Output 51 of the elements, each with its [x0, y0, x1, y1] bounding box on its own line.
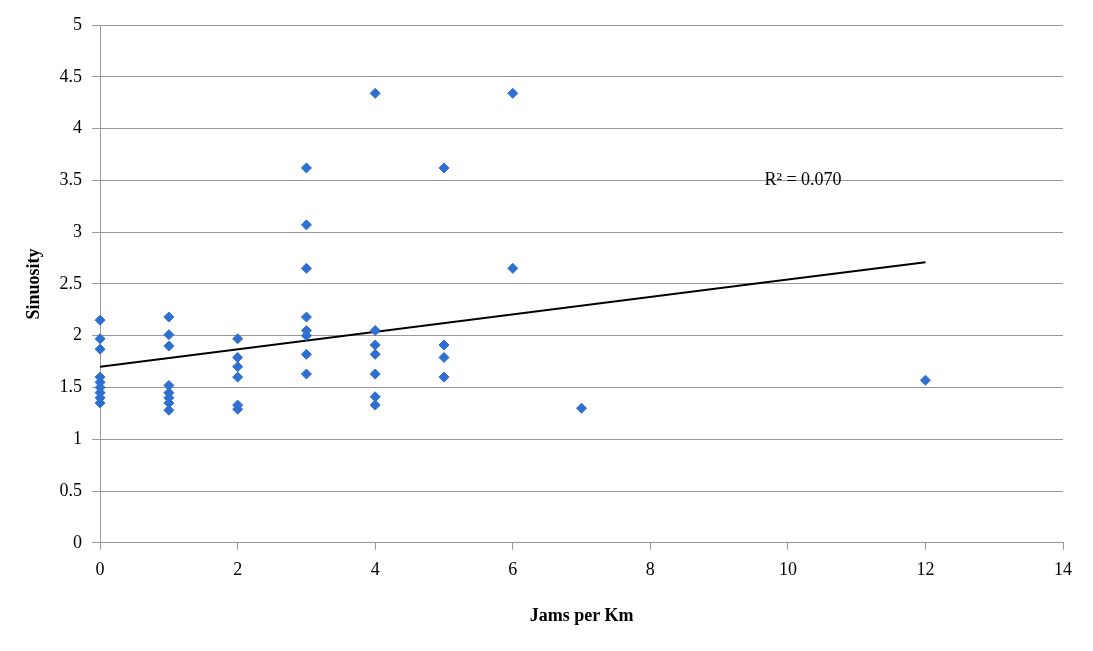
point	[300, 262, 312, 274]
y-tick-label: 3.5	[59, 169, 83, 190]
point	[163, 340, 175, 352]
point	[369, 348, 381, 360]
y-tick-label: 0.5	[59, 479, 83, 500]
point	[232, 361, 244, 373]
y-tick-label: 4	[73, 117, 83, 138]
point	[369, 325, 381, 336]
y-tick-label: 5	[73, 13, 83, 34]
y-tick-label: 4.5	[59, 65, 83, 86]
point	[438, 351, 450, 363]
y-tick-label: 1.5	[59, 376, 83, 397]
point	[369, 399, 381, 411]
point	[94, 343, 106, 355]
x-tick-label: 4	[370, 559, 380, 580]
point	[300, 311, 312, 323]
point	[576, 402, 588, 414]
y-tick-label: 3	[73, 220, 83, 241]
x-tick-label: 2	[233, 559, 243, 580]
x-tick-label: 6	[508, 559, 518, 580]
y-tick-label: 0	[73, 531, 83, 552]
y-tick-label: 2	[73, 324, 83, 345]
point	[919, 374, 931, 386]
point	[300, 162, 312, 174]
x-tick-label: 14	[1054, 559, 1072, 580]
x-tick-label: 10	[778, 559, 797, 580]
point	[369, 368, 381, 380]
y-axis-title: Sinuosity	[23, 248, 44, 320]
point	[232, 333, 244, 345]
point	[300, 368, 312, 380]
point	[163, 329, 175, 341]
point	[369, 339, 381, 351]
x-tick-label: 0	[95, 559, 105, 580]
x-tick-label: 8	[645, 559, 655, 580]
point	[507, 262, 519, 274]
x-axis-title: Jams per Km	[529, 604, 634, 625]
x-tick-label: 12	[916, 559, 935, 580]
y-tick-label: 2.5	[59, 272, 83, 293]
point	[232, 371, 244, 383]
point	[300, 348, 312, 360]
point	[369, 87, 381, 99]
y-tick-label: 1	[73, 427, 83, 448]
point	[300, 219, 312, 231]
point	[94, 314, 106, 326]
point	[163, 311, 175, 323]
point	[507, 87, 519, 99]
point	[438, 339, 450, 351]
point	[232, 351, 244, 363]
point	[438, 371, 450, 383]
point	[438, 162, 450, 174]
annotation: R² = 0.070	[764, 169, 842, 190]
